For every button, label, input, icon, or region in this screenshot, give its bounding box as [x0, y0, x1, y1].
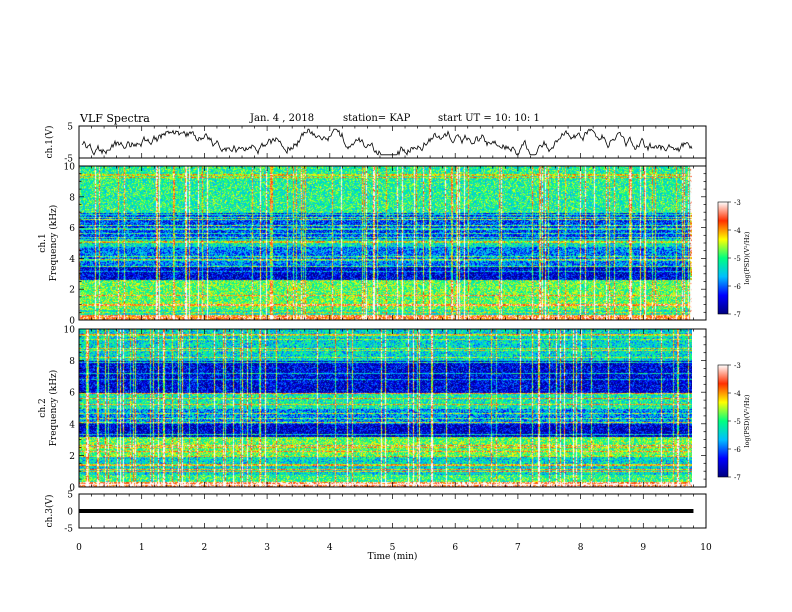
y-axis-label-channel: ch.2	[38, 398, 48, 417]
colorbar-label: log(PSD)(V²/Hz)	[743, 231, 751, 284]
x-tick-label: 0	[76, 543, 82, 553]
x-tick-label: 1	[139, 543, 145, 553]
trace-layer	[79, 128, 694, 513]
x-axis-label: Time (min)	[368, 551, 418, 562]
colorbar-tick-label: -6	[734, 283, 741, 291]
x-tick-label: 3	[264, 543, 270, 553]
colorbar-2	[717, 364, 729, 478]
spectrogram-layer	[79, 166, 692, 487]
y-tick-label: 0	[69, 484, 75, 494]
y-tick-label: 6	[69, 224, 75, 234]
y-tick-label: 6	[69, 389, 75, 399]
colorbar-label: log(PSD)(V²/Hz)	[743, 394, 751, 447]
colorbar-tick-label: -5	[734, 418, 741, 426]
y-tick-label: 5	[67, 123, 73, 133]
x-tick-label: 7	[515, 543, 521, 553]
y-axis-label-channel: ch.1	[38, 233, 48, 252]
y-tick-label: 5	[67, 491, 73, 501]
y-tick-label: 4	[69, 420, 75, 430]
colorbar-tick-label: -7	[734, 474, 741, 482]
y-tick-label: 2	[69, 452, 75, 462]
axes-layer	[78, 125, 731, 529]
spectrogram-ch2	[79, 329, 692, 487]
colorbar-tick-label: -3	[734, 199, 741, 207]
y-tick-label: 8	[69, 357, 75, 367]
x-tick-label: 10	[700, 543, 712, 553]
y-tick-label: 10	[64, 326, 76, 336]
y-axis-label-voltage: ch.1(V)	[44, 126, 55, 159]
y-tick-label: 8	[69, 193, 75, 203]
spectrogram-ch1	[79, 166, 692, 320]
y-tick-label: 0	[67, 508, 73, 518]
ch1-voltage-trace	[81, 128, 693, 156]
y-axis-label-frequency: Frequency (kHz)	[48, 370, 59, 447]
x-tick-label: 2	[202, 543, 208, 553]
start-time-label: start UT = 10: 10: 1	[438, 113, 540, 124]
y-tick-label: -5	[64, 155, 73, 165]
y-tick-label: 2	[69, 286, 75, 296]
x-tick-label: 6	[452, 543, 458, 553]
y-tick-label: 10	[64, 163, 76, 173]
colorbar-tick-label: -4	[734, 227, 741, 235]
y-tick-label: 4	[69, 255, 75, 265]
colorbar-1	[717, 201, 729, 315]
x-tick-label: 5	[390, 543, 396, 553]
colorbar-tick-label: -6	[734, 446, 741, 454]
x-tick-label: 9	[640, 543, 646, 553]
colorbar-tick-label: -5	[734, 255, 741, 263]
y-axis-label-voltage: ch.3(V)	[44, 495, 55, 528]
colorbar-tick-label: -4	[734, 390, 741, 398]
x-tick-label: 8	[578, 543, 584, 553]
y-tick-label: 0	[69, 317, 75, 327]
colorbar-tick-label: -7	[734, 311, 741, 319]
x-tick-label: 4	[327, 543, 333, 553]
date-label: Jan. 4 , 2018	[250, 113, 315, 124]
chart-title: VLF Spectra	[80, 112, 150, 125]
colorbar-tick-label: -3	[734, 362, 741, 370]
y-tick-label: -5	[64, 525, 73, 535]
station-label: station= KAP	[343, 113, 411, 124]
y-axis-label-frequency: Frequency (kHz)	[48, 205, 59, 282]
